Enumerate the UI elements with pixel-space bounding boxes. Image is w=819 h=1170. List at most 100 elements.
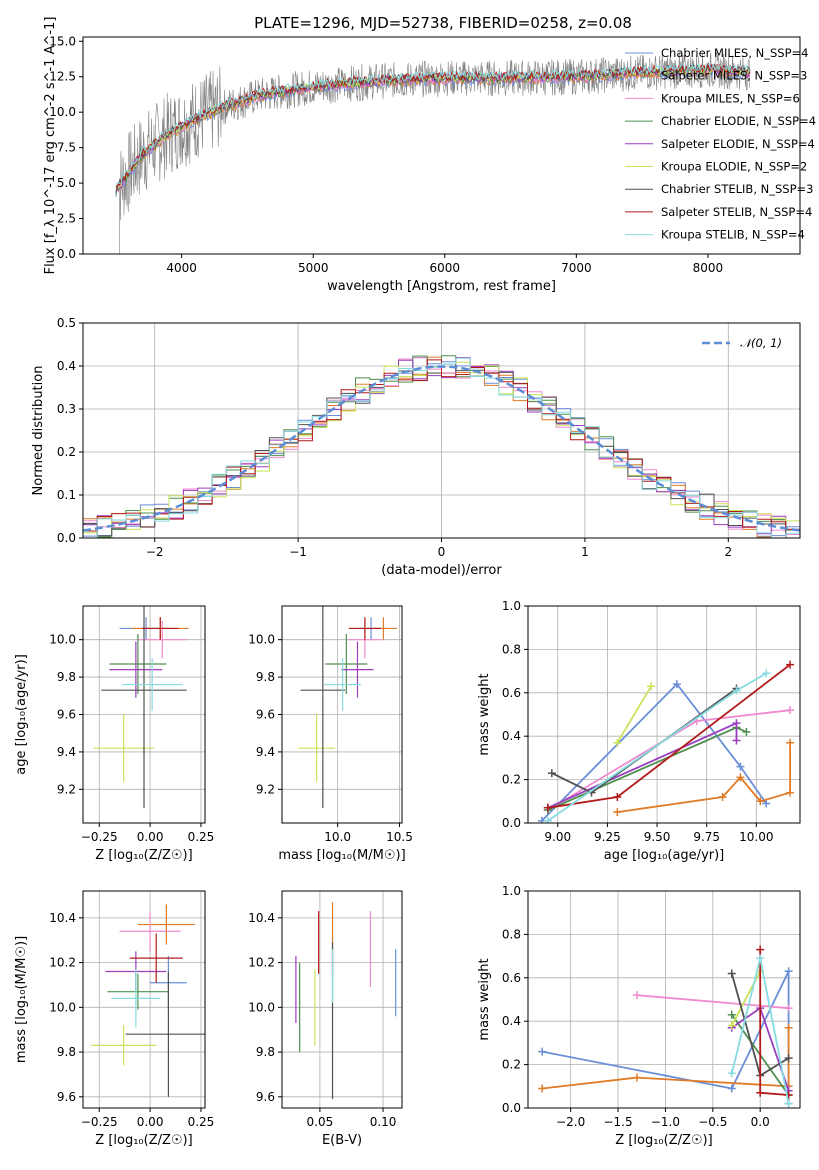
x-tick-label: 9.50 (644, 830, 671, 844)
legend-label: Salpeter ELODIE, N_SSP=4 (661, 137, 815, 151)
mass-weight-marker (736, 773, 745, 782)
plot-area (83, 355, 800, 538)
mass-weight-marker (613, 738, 622, 747)
mass-weight-marker (547, 769, 556, 778)
x-axis-label: wavelength [Angstrom, rest frame] (327, 279, 556, 294)
panel-mass-vs-Z: −0.25 0.00 0.25 9.6 9.8 10.0 10.2 10.4 Z [log₁₀(… (14, 890, 214, 1148)
mass-weight-line (541, 682, 767, 822)
mass-weight-marker (736, 762, 745, 771)
y-tick-label: 0.0 (502, 816, 521, 830)
y-tick-label: 9.2 (256, 782, 275, 796)
mass-weight-marker (756, 1088, 765, 1097)
mass-weight-marker (784, 1090, 793, 1099)
x-tick-label: −2 (146, 545, 164, 559)
y-tick-label: 0.5 (57, 316, 76, 330)
axes-frame (82, 605, 206, 824)
axes-frame (82, 36, 801, 255)
panel-weight-vs-Z: −2.0 −1.5 −1.0 −0.5 0.0 0.0 0.2 0.4 0.6 0.8 1.0 Z [… (477, 884, 801, 1148)
y-axis-label: mass weight (477, 673, 492, 755)
residual-histogram-step (83, 359, 800, 532)
gaussian-reference-curve (83, 365, 800, 532)
y-tick-label: 0.8 (502, 642, 521, 656)
y-tick-label: 9.6 (256, 1090, 275, 1104)
mass-weight-marker (613, 808, 622, 817)
x-tick-label: 10.00 (739, 830, 773, 844)
mass-weight-marker (784, 1023, 793, 1032)
y-tick-label: 2.5 (57, 212, 76, 226)
plot-area (93, 606, 189, 809)
mass-weight-marker (732, 686, 741, 695)
mass-weight-marker (727, 1021, 736, 1030)
mass-weight-marker (784, 967, 793, 976)
mass-weight-marker (543, 803, 552, 812)
plot-area (537, 660, 795, 823)
legend-label: 𝒩(0, 1) (740, 336, 782, 350)
axes-frame (281, 890, 403, 1109)
mass-weight-marker (784, 1004, 793, 1013)
x-tick-label: 2 (724, 545, 732, 559)
legend-label: Chabrier STELIB, N_SSP=3 (661, 182, 813, 196)
mass-weight-marker (786, 706, 795, 715)
mass-weight-marker (786, 738, 795, 747)
y-axis-label: age [log₁₀(age/yr)] (14, 654, 29, 775)
y-tick-label: 9.6 (57, 708, 76, 722)
mass-weight-marker (613, 792, 622, 801)
legend-label: Salpeter MILES, N_SSP=3 (661, 69, 807, 83)
y-tick-label: 15.0 (49, 34, 76, 48)
panel-weight-vs-age: 9.00 9.25 9.50 9.75 10.00 0.0 0.2 0.4 0.6 0.8 1.0 a… (477, 599, 801, 863)
x-tick-label: 0.00 (137, 830, 164, 844)
mass-weight-marker (543, 816, 552, 823)
x-tick-label: −2.0 (556, 1115, 585, 1129)
model-spectrum-line (115, 62, 751, 186)
y-axis-label: Flux [f_λ 10^-17 erg cm^-2 s^-1 A^-1] (43, 17, 58, 275)
x-axis-label: E(B-V) (322, 1133, 362, 1148)
x-tick-label: 6000 (430, 261, 461, 275)
x-tick-label: 10.5 (386, 830, 413, 844)
x-tick-label: −1.0 (651, 1115, 680, 1129)
panel-age-vs-Z: −0.25 0.00 0.25 9.2 9.4 9.6 9.8 10.0 Z [log₁₀(Z/… (14, 605, 214, 863)
x-tick-label: −1.5 (603, 1115, 632, 1129)
y-tick-label: 9.2 (57, 782, 76, 796)
panel-age-vs-mass: 10.0 10.5 9.2 9.4 9.6 9.8 10.0 mass [log₁₀(M/M☉… (248, 605, 413, 863)
mass-weight-marker (727, 1069, 736, 1078)
y-tick-label: 0.3 (57, 402, 76, 416)
mass-weight-line (636, 994, 789, 1010)
y-tick-label: 9.6 (256, 708, 275, 722)
mass-weight-marker (786, 660, 795, 669)
y-tick-label: 9.4 (256, 745, 275, 759)
y-tick-label: 0.6 (502, 686, 521, 700)
y-tick-label: 10.2 (248, 956, 275, 970)
y-tick-label: 9.8 (256, 670, 275, 684)
model-spectrum-line (115, 66, 751, 193)
axes-frame (82, 322, 801, 539)
y-tick-label: 7.5 (57, 141, 76, 155)
legend-label: Chabrier ELODIE, N_SSP=4 (661, 114, 816, 128)
y-tick-label: 9.8 (57, 670, 76, 684)
legend-label: Kroupa ELODIE, N_SSP=2 (661, 160, 807, 174)
legend-label: Kroupa MILES, N_SSP=6 (661, 91, 800, 105)
y-tick-label: 10.4 (49, 911, 76, 925)
y-axis-label: mass [log₁₀(M/M☉)] (14, 936, 29, 1063)
y-tick-label: 5.0 (57, 176, 76, 190)
model-spectrum-line (115, 65, 751, 195)
y-tick-label: 10.4 (248, 911, 275, 925)
mass-weight-marker (762, 799, 771, 808)
mass-weight-line (616, 685, 652, 744)
panel-mass-vs-EBV: 0.05 0.10 9.6 9.8 10.0 10.2 10.4 E(B-V) (248, 890, 403, 1148)
mass-weight-marker (632, 1073, 641, 1082)
x-tick-label: −1 (289, 545, 307, 559)
x-axis-label: Z [log₁₀(Z/Z☉)] (95, 848, 192, 863)
y-tick-label: 0.0 (57, 247, 76, 261)
mass-weight-line (617, 742, 791, 813)
mass-weight-marker (732, 736, 741, 745)
panel-spectrum: 4000 5000 6000 7000 8000 0.0 2.5 5.0 7.5 10.0 12.5… (43, 17, 816, 294)
axes-frame (281, 605, 403, 824)
mass-weight-marker (727, 1084, 736, 1093)
mass-weight-marker (762, 669, 771, 678)
y-tick-label: 10.2 (49, 956, 76, 970)
x-tick-label: 0.10 (370, 1115, 397, 1129)
y-tick-label: 10.0 (49, 633, 76, 647)
plot-area (298, 606, 398, 809)
y-tick-label: 0.8 (502, 927, 521, 941)
